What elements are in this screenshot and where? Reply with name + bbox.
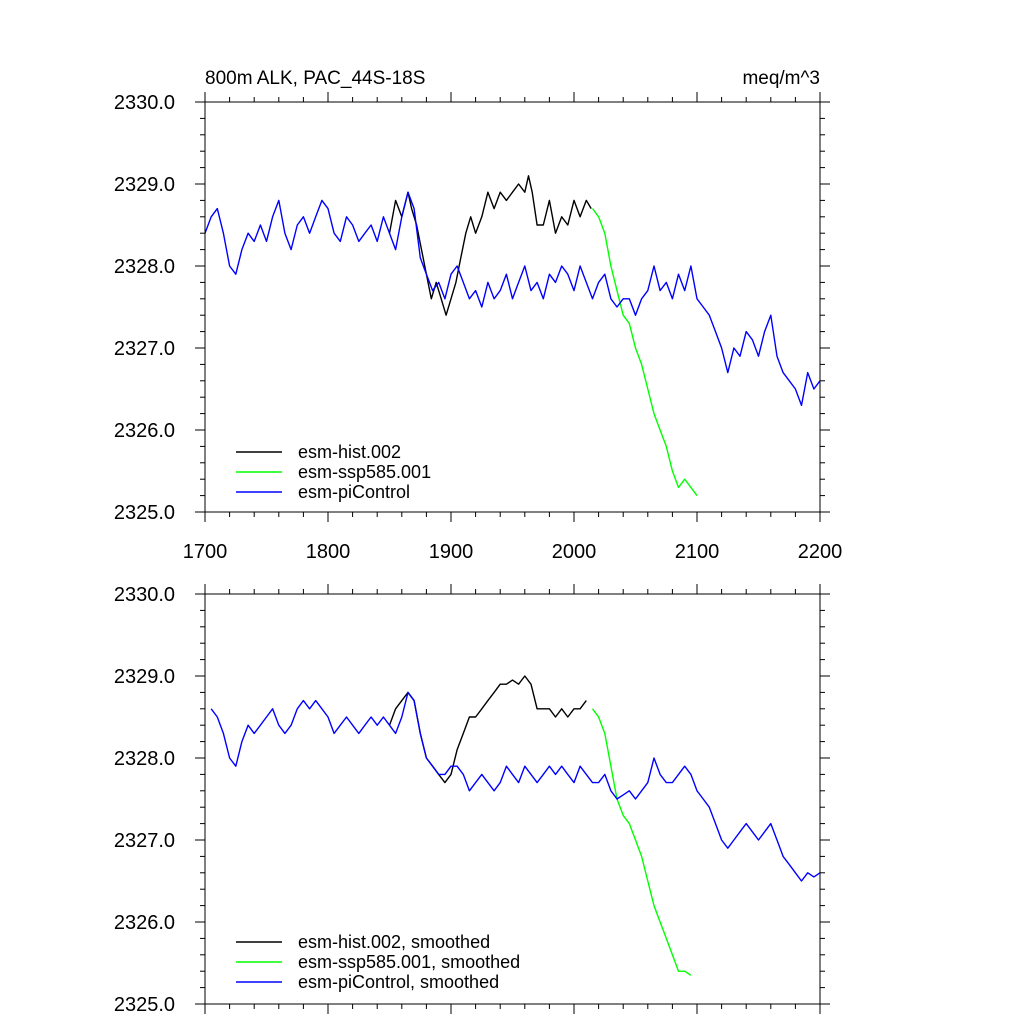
y-tick-label: 2327.0 bbox=[114, 338, 175, 360]
bottom-panel-y-tick-labels: 2325.0 2326.0 2327.0 2328.0 2329.0 2330.0 bbox=[114, 584, 175, 1016]
bottom-panel-ticks bbox=[195, 584, 830, 1014]
legend-label-0: esm-hist.002, smoothed bbox=[298, 932, 490, 952]
legend-label-2: esm-piControl bbox=[298, 482, 410, 502]
top-panel-units: meq/m^3 bbox=[742, 68, 820, 89]
bottom-panel-frame bbox=[204, 593, 821, 1005]
legend-label-2: esm-piControl, smoothed bbox=[298, 972, 499, 992]
series-line-2 bbox=[204, 191, 821, 407]
x-tick-label: 1700 bbox=[183, 541, 228, 563]
x-tick-label: 2000 bbox=[552, 541, 597, 563]
x-tick-label: 2200 bbox=[798, 541, 843, 563]
y-tick-label: 2328.0 bbox=[114, 256, 175, 278]
y-tick-label: 2327.0 bbox=[114, 830, 175, 852]
series-line-0 bbox=[388, 175, 592, 316]
y-tick-label: 2328.0 bbox=[114, 748, 175, 770]
top-panel-y-tick-labels: 2325.0 2326.0 2327.0 2328.0 2329.0 2330.0 bbox=[114, 92, 175, 524]
legend-label-0: esm-hist.002 bbox=[298, 442, 401, 462]
bottom-panel: 2325.0 2326.0 2327.0 2328.0 2329.0 2330.0 esm… bbox=[114, 584, 830, 1016]
y-tick-label: 2329.0 bbox=[114, 666, 175, 688]
top-panel-series-group bbox=[204, 175, 821, 497]
series-line-1 bbox=[591, 708, 692, 976]
top-panel-ticks bbox=[195, 92, 830, 522]
y-tick-label: 2326.0 bbox=[114, 420, 175, 442]
series-line-1 bbox=[591, 208, 698, 497]
x-tick-label: 1900 bbox=[429, 541, 474, 563]
bottom-panel-series-group bbox=[210, 675, 821, 976]
y-tick-label: 2325.0 bbox=[114, 994, 175, 1016]
top-panel-title: 800m ALK, PAC_44S-18S bbox=[205, 68, 425, 89]
series-line-2 bbox=[210, 691, 821, 882]
legend-label-1: esm-ssp585.001 bbox=[298, 462, 431, 482]
y-tick-label: 2325.0 bbox=[114, 502, 175, 524]
top-panel-x-tick-labels: 1700 1800 1900 2000 2100 2200 bbox=[183, 541, 843, 563]
legend-label-1: esm-ssp585.001, smoothed bbox=[298, 952, 520, 972]
y-tick-label: 2326.0 bbox=[114, 912, 175, 934]
y-tick-label: 2329.0 bbox=[114, 174, 175, 196]
x-tick-label: 1800 bbox=[306, 541, 351, 563]
top-panel-frame bbox=[204, 101, 821, 513]
y-tick-label: 2330.0 bbox=[114, 92, 175, 114]
y-tick-label: 2330.0 bbox=[114, 584, 175, 606]
top-panel: 800m ALK, PAC_44S-18S meq/m^3 2325.0 2326… bbox=[114, 68, 842, 563]
x-tick-label: 2100 bbox=[675, 541, 720, 563]
